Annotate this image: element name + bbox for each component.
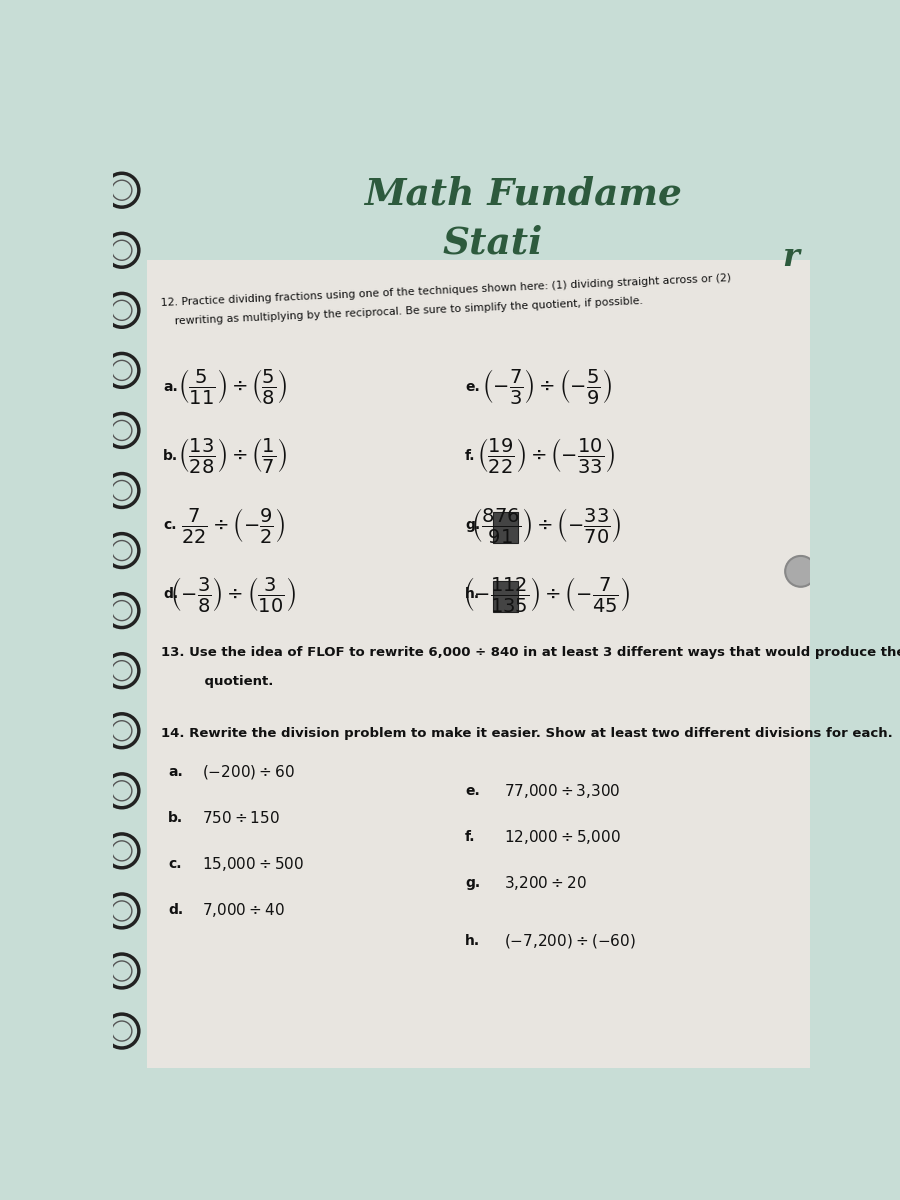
Text: c.: c.: [168, 857, 182, 871]
Text: $(-200)\div 60$: $(-200)\div 60$: [202, 762, 294, 780]
Text: $\left(-\dfrac{112}{135}\right)\div\left(-\dfrac{7}{45}\right)$: $\left(-\dfrac{112}{135}\right)\div\left…: [463, 575, 630, 614]
Text: $7{,}000\div 40$: $7{,}000\div 40$: [202, 901, 284, 919]
Text: 13. Use the idea of FLOF to rewrite 6,000 ÷ 840 in at least 3 different ways tha: 13. Use the idea of FLOF to rewrite 6,00…: [160, 646, 900, 659]
Text: c.: c.: [163, 518, 176, 532]
Text: Stati: Stati: [442, 224, 543, 262]
Text: a.: a.: [163, 379, 177, 394]
Text: f.: f.: [465, 830, 475, 844]
Text: 14. Rewrite the division problem to make it easier. Show at least two different : 14. Rewrite the division problem to make…: [160, 726, 892, 739]
Circle shape: [785, 556, 816, 587]
Text: e.: e.: [465, 379, 480, 394]
Text: $3{,}200\div 20$: $3{,}200\div 20$: [504, 874, 587, 893]
Text: $\left(\dfrac{19}{22}\right)\div\left(-\dfrac{10}{33}\right)$: $\left(\dfrac{19}{22}\right)\div\left(-\…: [477, 437, 616, 475]
Text: $\left(-\dfrac{3}{8}\right)\div\left(\dfrac{3}{10}\right)$: $\left(-\dfrac{3}{8}\right)\div\left(\df…: [170, 575, 295, 614]
Text: h.: h.: [465, 934, 481, 948]
Text: h.: h.: [465, 588, 481, 601]
Text: a.: a.: [168, 764, 183, 779]
Text: d.: d.: [168, 904, 184, 917]
Text: $750\div 150$: $750\div 150$: [202, 810, 280, 826]
Text: e.: e.: [465, 784, 480, 798]
Text: rewriting as multiplying by the reciprocal. Be sure to simplify the quotient, if: rewriting as multiplying by the reciproc…: [160, 296, 644, 328]
Text: b.: b.: [163, 449, 178, 463]
Text: $(-7{,}200)\div(-60)$: $(-7{,}200)\div(-60)$: [504, 932, 635, 950]
Text: $\left(\dfrac{876}{91}\right)\div\left(-\dfrac{33}{70}\right)$: $\left(\dfrac{876}{91}\right)\div\left(-…: [471, 505, 622, 545]
Text: Math Fundame: Math Fundame: [364, 175, 682, 212]
Text: f.: f.: [465, 449, 475, 463]
Text: $\left(\dfrac{5}{11}\right)\div\left(\dfrac{5}{8}\right)$: $\left(\dfrac{5}{11}\right)\div\left(\df…: [178, 367, 287, 406]
Text: r: r: [782, 242, 799, 274]
FancyBboxPatch shape: [112, 144, 810, 352]
FancyBboxPatch shape: [493, 512, 518, 542]
Text: d.: d.: [163, 588, 178, 601]
Text: $\dfrac{7}{22}\div\left(-\dfrac{9}{2}\right)$: $\dfrac{7}{22}\div\left(-\dfrac{9}{2}\ri…: [181, 505, 284, 545]
Text: $15{,}000\div 500$: $15{,}000\div 500$: [202, 854, 303, 872]
FancyBboxPatch shape: [493, 581, 518, 612]
Text: $12{,}000\div 5{,}000$: $12{,}000\div 5{,}000$: [504, 828, 620, 846]
Text: 12. Practice dividing fractions using one of the techniques shown here: (1) divi: 12. Practice dividing fractions using on…: [160, 272, 732, 307]
Text: $77{,}000\div 3{,}300$: $77{,}000\div 3{,}300$: [504, 782, 620, 800]
Text: quotient.: quotient.: [186, 674, 274, 688]
Text: g.: g.: [465, 518, 481, 532]
Text: b.: b.: [168, 811, 184, 824]
Text: g.: g.: [465, 876, 481, 890]
Text: $\left(\dfrac{13}{28}\right)\div\left(\dfrac{1}{7}\right)$: $\left(\dfrac{13}{28}\right)\div\left(\d…: [178, 437, 287, 475]
FancyBboxPatch shape: [148, 259, 810, 1068]
Text: $\left(-\dfrac{7}{3}\right)\div\left(-\dfrac{5}{9}\right)$: $\left(-\dfrac{7}{3}\right)\div\left(-\d…: [482, 367, 611, 406]
